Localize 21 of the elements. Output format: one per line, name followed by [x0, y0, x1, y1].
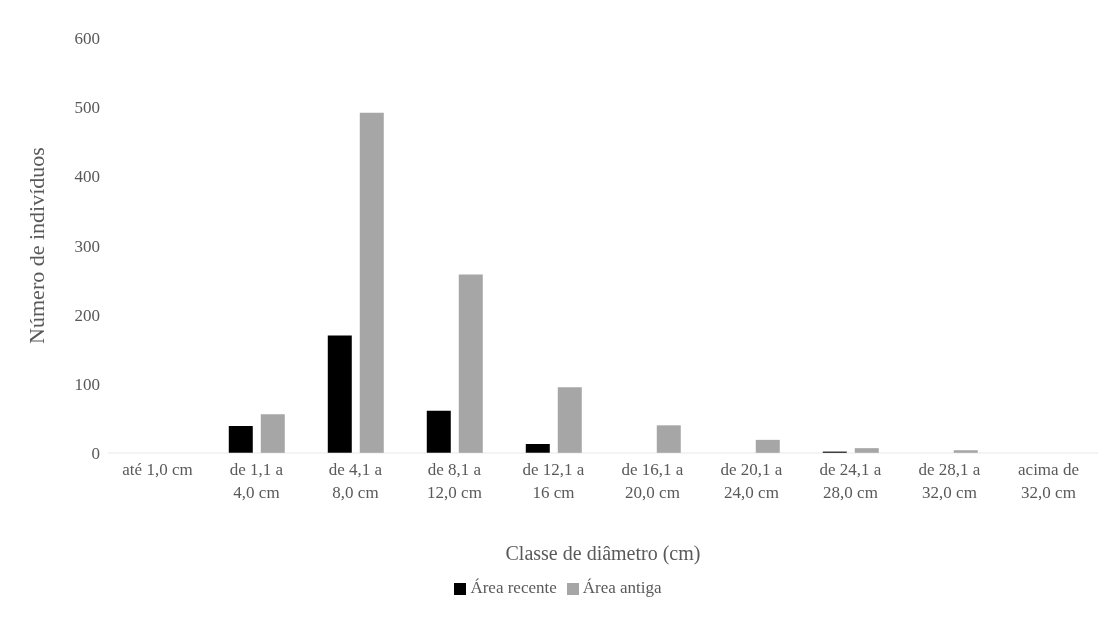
x-tick-label: até 1,0 cm	[122, 460, 193, 479]
x-tick-label: de 8,1 a 12,0 cm	[427, 460, 482, 502]
x-tick-label: de 4,1 a 8,0 cm	[328, 460, 383, 502]
x-tick-label: de 28,1 a 32,0 cm	[918, 460, 981, 502]
y-tick-label: 300	[74, 236, 100, 256]
x-tick-label: de 12,1 a 16 cm	[522, 460, 585, 502]
y-tick-label: 100	[74, 374, 100, 394]
y-tick-label: 400	[74, 167, 100, 187]
y-tick-label: 0	[91, 444, 100, 464]
x-tick-label: de 24,1 a 28,0 cm	[819, 460, 882, 502]
y-tick-label: 500	[74, 98, 100, 118]
y-tick-label: 200	[74, 305, 100, 325]
y-axis-title: Número de indivíduos	[23, 147, 49, 344]
legend-label: Área recente	[470, 578, 557, 597]
x-tick-label: acima de 32,0 cm	[1018, 460, 1079, 502]
x-axis-title: Classe de diâmetro (cm)	[505, 542, 701, 565]
y-tick-label: 600	[74, 29, 100, 49]
x-tick-label: de 20,1 a 24,0 cm	[720, 460, 783, 502]
x-tick-label: de 16,1 a 20,0 cm	[621, 460, 684, 502]
legend-label: Área antiga	[582, 578, 662, 597]
x-tick-label: de 1,1 a 4,0 cm	[229, 460, 284, 502]
